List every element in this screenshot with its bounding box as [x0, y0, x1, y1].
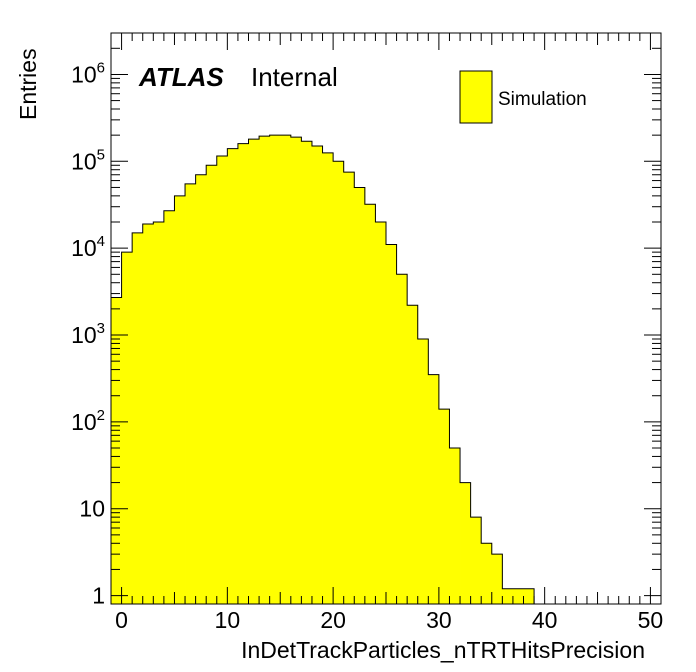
histogram-bar	[502, 588, 514, 604]
histogram-bar	[438, 409, 450, 604]
tick-labels: 0 10 20 30 40 50 1 10 102 103 104 105 106	[71, 59, 663, 633]
x-tick-label: 30	[426, 607, 452, 633]
histogram-bar	[364, 204, 376, 605]
histogram-outline	[110, 134, 661, 605]
y-tick-label: 1	[92, 583, 105, 609]
atlas-label: ATLAS	[138, 62, 224, 92]
x-tick-label: 20	[320, 607, 346, 633]
histogram-bar	[174, 195, 186, 605]
histogram-bar	[111, 297, 122, 604]
histogram-bar	[280, 135, 292, 604]
histogram-bar	[269, 135, 281, 604]
legend: Simulation	[459, 70, 587, 124]
histogram-bar	[132, 232, 144, 604]
histogram-bar	[481, 543, 493, 604]
x-tick-label: 0	[115, 607, 128, 633]
histogram-bar	[322, 152, 334, 605]
y-tick-label: 106	[71, 59, 105, 87]
histogram-bar	[523, 588, 535, 604]
plot-frame	[110, 32, 662, 605]
histogram-bar	[163, 210, 175, 604]
histogram-bar	[333, 161, 345, 605]
histogram-bar	[153, 222, 165, 604]
y-tick-label: 104	[71, 233, 105, 261]
histogram-bar	[512, 588, 524, 604]
x-tick-label: 40	[532, 607, 558, 633]
histogram-bar	[386, 244, 397, 604]
histogram-bar	[491, 554, 503, 604]
histogram-bar	[195, 174, 207, 604]
histogram-bar	[248, 139, 260, 605]
histogram-bar	[407, 305, 419, 604]
legend-swatch-simulation	[459, 70, 493, 124]
x-tick-label: 10	[215, 607, 241, 633]
histogram-bar	[396, 274, 408, 604]
y-tick-label: 10	[79, 496, 105, 522]
histogram-bar	[185, 183, 197, 604]
histogram-bar	[428, 374, 440, 604]
histogram-bar	[206, 165, 218, 605]
x-axis-title: InDetTrackParticles_nTRTHitsPrecision	[241, 637, 645, 663]
atlas-status-label: Internal	[251, 62, 338, 92]
histogram-bar	[470, 517, 482, 604]
y-tick-label: 105	[71, 146, 105, 174]
histogram-bar	[375, 222, 387, 604]
histogram-layer	[110, 134, 661, 605]
y-tick-label: 103	[71, 320, 105, 348]
histogram-bar	[311, 146, 323, 605]
histogram-bar	[301, 141, 313, 604]
histogram-bar	[216, 156, 228, 604]
histogram-bar	[460, 482, 472, 604]
histogram-bar	[227, 148, 239, 604]
x-tick-label: 50	[638, 607, 664, 633]
histogram-bar	[354, 187, 366, 605]
histogram-bar	[142, 223, 154, 604]
histogram-bar	[290, 137, 302, 605]
histogram-bar	[417, 338, 429, 604]
y-axis-title: Entries	[15, 48, 41, 120]
histogram-bar	[343, 172, 355, 604]
histogram-bar	[121, 252, 133, 604]
histogram-bar	[259, 136, 271, 604]
histogram-bar	[449, 448, 461, 604]
y-tick-label: 102	[71, 407, 105, 435]
legend-entry-simulation: Simulation	[498, 89, 587, 110]
histogram-bar	[237, 143, 249, 604]
